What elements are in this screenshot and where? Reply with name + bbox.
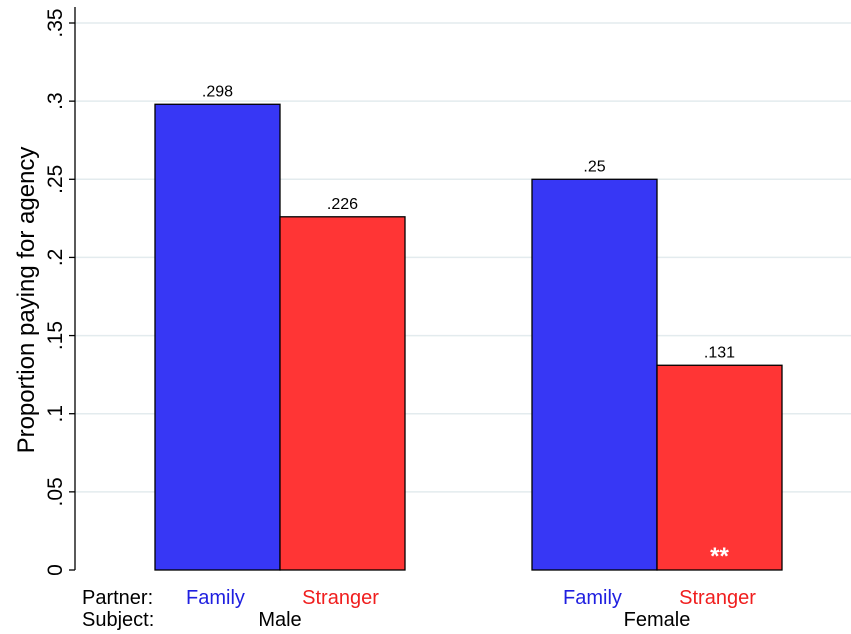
y-tick-label: .15 bbox=[44, 321, 67, 350]
bar-value-label: .298 bbox=[202, 83, 233, 100]
bar bbox=[656, 364, 783, 571]
partner-category-label: Family bbox=[186, 587, 245, 609]
partner-category-label: Family bbox=[563, 587, 622, 609]
subject-category-label: Female bbox=[624, 609, 691, 631]
y-tick-label: .35 bbox=[44, 8, 67, 37]
significance-marker: ** bbox=[710, 543, 729, 570]
partner-row-label: Partner: bbox=[82, 587, 153, 609]
y-tick-label: .2 bbox=[44, 249, 67, 267]
y-tick-label: .1 bbox=[44, 405, 67, 423]
y-tick-label: .3 bbox=[44, 92, 67, 110]
y-axis: 0 .05 .1 .15 .2 .25 .3 .35 bbox=[44, 7, 76, 576]
bar bbox=[154, 103, 281, 571]
y-axis-label: Proportion paying for agency bbox=[13, 147, 40, 454]
y-tick-label: .25 bbox=[44, 165, 67, 194]
bars bbox=[154, 103, 783, 571]
bar-value-label: .25 bbox=[583, 158, 605, 175]
bar-value-labels: .298 .226 .25 .131 ** bbox=[202, 83, 735, 570]
y-tick-label: .05 bbox=[44, 477, 67, 506]
bar bbox=[531, 178, 658, 571]
x-category-labels: Partner:Subject:Family StrangerMaleFamily… bbox=[82, 587, 756, 631]
bar-value-label: .131 bbox=[704, 344, 735, 361]
partner-category-label: Stranger bbox=[302, 587, 379, 609]
bar-value-label: .226 bbox=[327, 196, 358, 213]
y-tick-label: 0 bbox=[44, 564, 67, 576]
partner-category-label: Stranger bbox=[679, 587, 756, 609]
subject-row-label: Subject: bbox=[82, 609, 154, 631]
bar bbox=[279, 216, 406, 571]
subject-category-label: Male bbox=[258, 609, 301, 631]
